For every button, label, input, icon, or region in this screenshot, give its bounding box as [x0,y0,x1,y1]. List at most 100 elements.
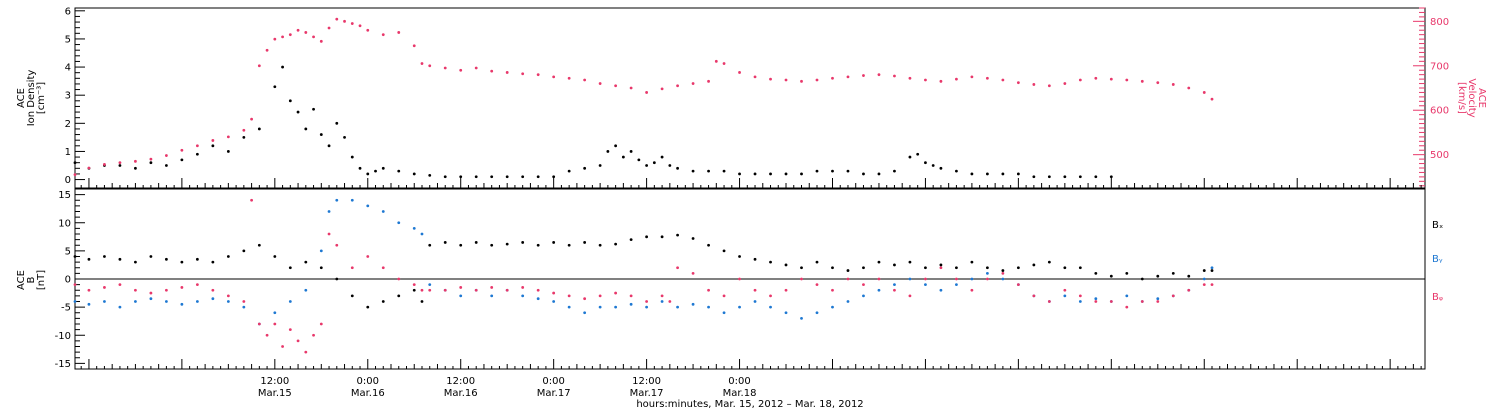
bz-point [955,277,958,281]
bx-point [955,266,958,270]
by-point [381,210,385,213]
velocity-point [939,79,943,83]
bz-point [691,271,695,275]
bz-point [164,288,168,292]
bx-point [738,255,741,258]
velocity-tick-label: 600 [1430,106,1449,117]
velocity-point [1187,86,1191,90]
by-point [103,300,106,303]
velocity-point [583,78,587,82]
bz-point [149,291,153,295]
bx-point [505,242,509,246]
velocity-tick-label: 500 [1430,150,1449,161]
velocity-point [645,91,649,94]
date-tick-label: Mar.17 [537,388,571,399]
bz-point [412,283,416,287]
bx-point [985,266,989,270]
by-point [676,305,679,309]
velocity-point [1016,81,1020,85]
velocity-point [815,78,819,82]
bx-point [769,260,772,264]
density-point [637,158,641,162]
velocity-point [350,22,354,25]
velocity-tick-label: 800 [1430,17,1449,28]
density-point [738,172,741,176]
density-tick-label: 3 [65,91,71,102]
density-point [862,172,865,176]
bx-point [1156,274,1160,278]
by-point [939,288,943,292]
density-point [350,155,354,159]
by-point [304,288,308,292]
time-axis-label: hours:minutes, Mar. 15, 2012 – Mar. 18, … [636,399,863,410]
density-tick-label: 0 [65,175,71,186]
density-axis-label-line3: [cm⁻³] [36,82,47,114]
density-point [343,135,346,139]
density-point [443,175,447,179]
by-point [1125,294,1129,298]
by-point [536,297,540,301]
bz-point [381,266,385,270]
density-point [846,169,850,173]
density-point [211,144,215,148]
bz-point [862,283,865,287]
bz-point [629,294,633,298]
bx-point [366,305,370,309]
density-axis-label-line1: ACE [16,88,27,108]
density-axis-label-line2: Ion Density [26,70,37,127]
bz-point [257,322,261,326]
bx-point [1187,274,1191,278]
velocity-point [1063,82,1067,85]
density-point [707,169,710,173]
bz-point [350,266,354,270]
velocity-point [1156,81,1160,85]
bz-point [103,286,106,289]
velocity-point [87,166,91,170]
by-point [691,302,695,306]
bz-point [598,294,602,298]
bx-point [397,294,401,298]
velocity-point [567,76,571,80]
velocity-point [335,17,339,21]
velocity-point [226,135,230,139]
velocity-point [180,148,184,152]
bx-point [753,257,757,261]
density-point [118,164,122,167]
bz-point [846,277,850,281]
by-point [521,294,525,298]
velocity-point [312,35,315,39]
bz-point [443,288,447,292]
bz-point [924,277,927,281]
velocity-point [1001,78,1005,82]
velocity-point [800,79,803,83]
velocity-point [459,68,463,72]
density-point [490,175,494,179]
field-axis-ticks: -15 -10 -5 0 5 10 15 [55,188,85,370]
density-point [877,172,881,176]
bx-point [939,263,943,267]
bx-point [1125,271,1129,275]
velocity-point [304,31,308,34]
density-point [319,133,323,136]
velocity-point [970,75,974,79]
top-panel: 0 1 2 3 4 5 6 500 600 700 800 ACE Ion Density [cm… [16,6,1487,189]
velocity-point [1202,91,1206,94]
density-point [691,169,695,173]
velocity-point [1140,79,1144,83]
bx-point [1063,266,1067,270]
bz-point [985,277,989,281]
date-tick-label: Mar.15 [258,388,292,399]
density-point [939,166,943,170]
velocity-point [753,75,757,79]
bx-point [660,235,664,239]
density-point [304,127,308,131]
velocity-point [412,44,416,48]
density-point [412,172,416,176]
bx-point [614,242,618,246]
by-point [970,277,974,281]
by-point [164,300,168,303]
bx-point [784,263,788,267]
by-point [1202,277,1206,281]
date-tick-label: Mar.16 [444,388,478,399]
density-point [397,169,401,173]
